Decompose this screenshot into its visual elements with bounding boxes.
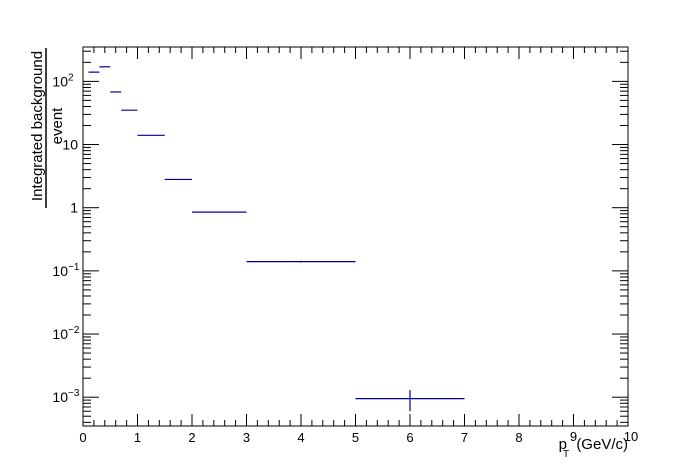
axis-ticks [82, 47, 629, 426]
x-tick-label: 0 [79, 430, 86, 445]
y-tick-label-exponent: −3 [68, 388, 80, 399]
y-tick-label: 1 [70, 200, 78, 216]
y-axis-title-numerator: Integrated background [29, 51, 46, 201]
y-tick-label-exponent: −2 [68, 325, 80, 336]
x-tick-label: 9 [570, 429, 577, 444]
plot-frame [82, 46, 629, 427]
x-tick-label: 8 [515, 430, 522, 445]
y-tick-label-exponent: −1 [68, 262, 80, 273]
x-axis-title-main: p [559, 436, 567, 453]
x-axis-title-unit: (GeV/c) [576, 436, 628, 453]
x-tick-label: 3 [243, 430, 250, 445]
x-tick-label: 6 [406, 430, 413, 445]
data-series [88, 66, 465, 412]
y-tick-label: 10 [52, 389, 68, 405]
x-tick-labels: 0 1 2 3 4 5 6 7 8 9 10 [79, 429, 638, 445]
y-tick-label: 10 [62, 137, 78, 153]
x-tick-label: 4 [297, 430, 304, 445]
y-axis-title-denominator: event [49, 107, 66, 145]
x-tick-label: 7 [461, 430, 468, 445]
x-tick-label: 10 [624, 429, 638, 444]
x-tick-label: 2 [188, 430, 195, 445]
x-tick-label: 1 [134, 430, 141, 445]
x-tick-label: 5 [352, 430, 359, 445]
y-tick-label: 10 [52, 73, 68, 89]
y-tick-label: 10 [52, 326, 68, 342]
y-tick-label-exponent: 2 [68, 72, 74, 83]
y-axis-title: Integrated background event [29, 48, 66, 208]
x-axis-title-subscript: T [563, 449, 569, 460]
x-axis-title: p T (GeV/c) [559, 436, 628, 460]
y-tick-label: 10 [52, 263, 68, 279]
